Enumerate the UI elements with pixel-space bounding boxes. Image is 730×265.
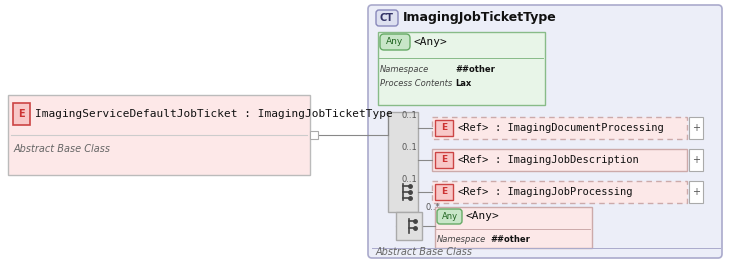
Text: 0..1: 0..1 <box>402 111 418 120</box>
FancyBboxPatch shape <box>396 212 422 240</box>
Text: <Ref>: <Ref> <box>457 123 488 133</box>
Text: Namespace: Namespace <box>380 65 429 74</box>
Text: Abstract Base Class: Abstract Base Class <box>14 144 111 154</box>
Text: Namespace: Namespace <box>437 235 486 244</box>
Text: ##other: ##other <box>490 235 530 244</box>
FancyBboxPatch shape <box>689 149 703 171</box>
Text: <Ref>: <Ref> <box>457 155 488 165</box>
Text: E: E <box>18 109 25 119</box>
Text: CT: CT <box>380 13 394 23</box>
FancyBboxPatch shape <box>13 103 30 125</box>
FancyBboxPatch shape <box>310 131 318 139</box>
FancyBboxPatch shape <box>437 209 462 224</box>
Text: +: + <box>692 187 700 197</box>
FancyBboxPatch shape <box>435 184 453 200</box>
FancyBboxPatch shape <box>432 181 687 203</box>
FancyBboxPatch shape <box>378 32 545 105</box>
FancyBboxPatch shape <box>376 10 398 26</box>
FancyBboxPatch shape <box>435 120 453 136</box>
Text: ImagingServiceDefaultJobTicket : ImagingJobTicketType: ImagingServiceDefaultJobTicket : Imaging… <box>35 109 393 119</box>
Text: ##other: ##other <box>455 65 495 74</box>
Text: +: + <box>692 155 700 165</box>
FancyBboxPatch shape <box>435 207 592 248</box>
FancyBboxPatch shape <box>432 117 687 139</box>
Text: Any: Any <box>386 38 404 46</box>
Text: 0..*: 0..* <box>425 204 439 213</box>
Text: +: + <box>692 123 700 133</box>
Text: 0..1: 0..1 <box>402 174 418 183</box>
Text: <Any>: <Any> <box>414 37 447 47</box>
Text: E: E <box>441 123 447 132</box>
Text: Lax: Lax <box>455 80 472 89</box>
FancyBboxPatch shape <box>368 5 722 258</box>
Text: : ImagingDocumentProcessing: : ImagingDocumentProcessing <box>495 123 664 133</box>
Text: <Any>: <Any> <box>466 211 500 221</box>
Text: <Ref>: <Ref> <box>457 187 488 197</box>
FancyBboxPatch shape <box>435 152 453 168</box>
FancyBboxPatch shape <box>380 34 410 50</box>
FancyBboxPatch shape <box>689 181 703 203</box>
FancyBboxPatch shape <box>432 149 687 171</box>
Text: E: E <box>441 156 447 165</box>
FancyBboxPatch shape <box>689 117 703 139</box>
Text: : ImagingJobProcessing: : ImagingJobProcessing <box>495 187 632 197</box>
Text: ImagingJobTicketType: ImagingJobTicketType <box>403 11 557 24</box>
FancyBboxPatch shape <box>388 112 418 212</box>
FancyBboxPatch shape <box>8 95 310 175</box>
Text: E: E <box>441 188 447 197</box>
Text: : ImagingJobDescription: : ImagingJobDescription <box>495 155 639 165</box>
Text: Abstract Base Class: Abstract Base Class <box>376 247 473 257</box>
Text: 0..1: 0..1 <box>402 143 418 152</box>
Text: Process Contents: Process Contents <box>380 80 453 89</box>
Text: Any: Any <box>442 212 458 221</box>
